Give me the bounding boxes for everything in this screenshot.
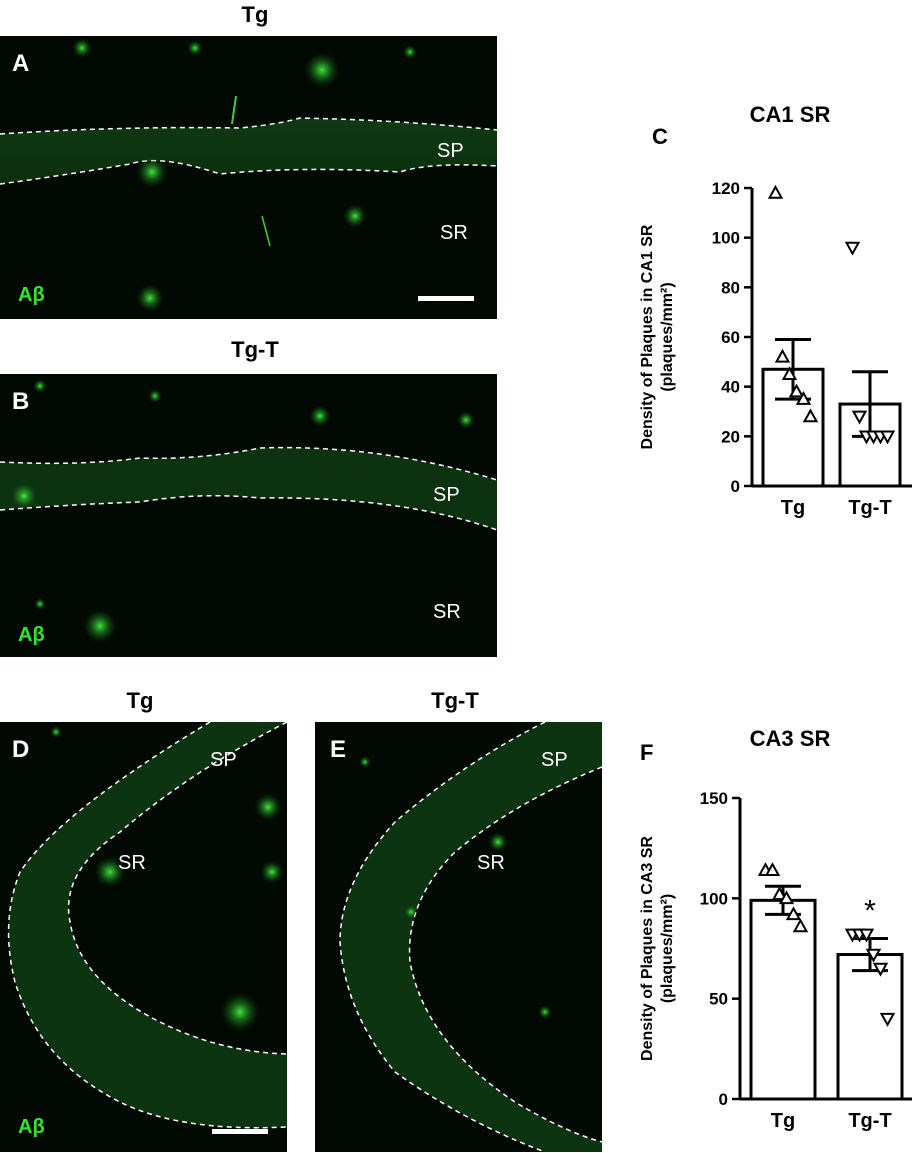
panel-c-letter: C bbox=[652, 124, 668, 149]
panel-a-letter: A bbox=[12, 50, 30, 77]
panel-b-stain-label: Aβ bbox=[18, 624, 45, 646]
panel-a-title: Tg bbox=[241, 2, 269, 27]
bar-tg bbox=[749, 898, 817, 1101]
y-axis-unit: (plaques/mm²) bbox=[659, 894, 676, 1003]
micrograph-b-image bbox=[0, 379, 497, 643]
y-tick-label: 100 bbox=[700, 889, 728, 908]
panel-b-title: Tg-T bbox=[231, 337, 279, 362]
panel-f-letter: F bbox=[640, 740, 654, 765]
micrograph-e-image bbox=[339, 722, 602, 1152]
micrograph-b bbox=[0, 374, 497, 657]
micrograph-a bbox=[0, 36, 497, 319]
micrograph-d bbox=[0, 722, 287, 1152]
panel-e-letter: E bbox=[330, 736, 347, 763]
panel-e-title: Tg-T bbox=[431, 688, 479, 713]
y-tick-label: 50 bbox=[709, 990, 728, 1009]
data-point bbox=[858, 928, 875, 943]
panel-d-title: Tg bbox=[126, 688, 154, 713]
y-axis-unit: (plaques/mm²) bbox=[659, 282, 676, 391]
data-point bbox=[872, 962, 889, 977]
data-point bbox=[785, 906, 802, 921]
y-tick-label: 20 bbox=[721, 427, 740, 446]
significance-marker: * bbox=[864, 894, 876, 927]
micrograph-d-image bbox=[7, 722, 287, 1129]
x-tick-label: Tg bbox=[771, 1110, 795, 1132]
y-tick-label: 120 bbox=[712, 179, 740, 198]
data-point bbox=[802, 408, 819, 423]
y-tick-label: 80 bbox=[721, 278, 740, 297]
panel-a-region-sr: SR bbox=[440, 222, 468, 244]
bar-tg-t bbox=[836, 953, 904, 1101]
y-tick-label: 40 bbox=[721, 378, 740, 397]
panel-b-region-sr: SR bbox=[433, 601, 461, 623]
panel-d-region-sp: SP bbox=[210, 749, 237, 771]
micrograph-a-image bbox=[0, 38, 497, 312]
x-tick-label: Tg bbox=[781, 497, 805, 519]
panel-d-region-sr: SR bbox=[118, 852, 146, 874]
data-point bbox=[851, 410, 868, 425]
data-point bbox=[795, 391, 812, 405]
data-point bbox=[767, 184, 784, 199]
y-tick-label: 100 bbox=[712, 229, 740, 248]
x-tick-label: Tg-T bbox=[848, 497, 891, 519]
panel-a-region-sp: SP bbox=[437, 140, 464, 162]
panel-d-letter: D bbox=[12, 736, 30, 763]
chart-ca1-sr: CA1 SR 0 20 40 60 80 100 120 Density of Plaques … bbox=[639, 102, 912, 519]
panel-e-region-sp: SP bbox=[541, 749, 568, 771]
panel-a-stain-label: Aβ bbox=[18, 284, 45, 306]
panel-d-stain-label: Aβ bbox=[18, 1116, 45, 1138]
micrograph-e bbox=[315, 722, 602, 1152]
y-tick-label: 0 bbox=[731, 477, 740, 496]
chart-title: CA1 SR bbox=[750, 102, 831, 127]
y-axis-label: Density of Plaques in CA1 SR bbox=[639, 224, 656, 449]
y-axis-label: Density of Plaques in CA3 SR bbox=[639, 836, 656, 1061]
data-point bbox=[865, 948, 882, 963]
panel-e-region-sr: SR bbox=[477, 852, 505, 874]
data-point bbox=[781, 366, 798, 381]
data-point bbox=[844, 241, 861, 256]
data-point bbox=[788, 383, 805, 398]
data-point bbox=[771, 886, 788, 901]
chart-title: CA3 SR bbox=[750, 726, 831, 751]
data-point bbox=[764, 862, 781, 877]
y-tick-label: 60 bbox=[721, 328, 740, 347]
y-tick-label: 0 bbox=[719, 1090, 728, 1109]
data-point bbox=[879, 430, 896, 445]
x-tick-label: Tg-T bbox=[848, 1110, 891, 1132]
panel-d-scale-bar bbox=[212, 1129, 268, 1134]
panel-a-scale-bar bbox=[418, 296, 474, 301]
data-point bbox=[774, 348, 791, 363]
panel-b-letter: B bbox=[12, 388, 30, 415]
data-point bbox=[792, 918, 809, 933]
y-tick-label: 150 bbox=[700, 789, 728, 808]
chart-ca3-sr: CA3 SR 0 50 100 150 Density of Plaques in CA3… bbox=[639, 726, 912, 1132]
data-point bbox=[879, 1012, 896, 1027]
data-point bbox=[778, 890, 795, 905]
panel-b-region-sp: SP bbox=[433, 484, 460, 506]
